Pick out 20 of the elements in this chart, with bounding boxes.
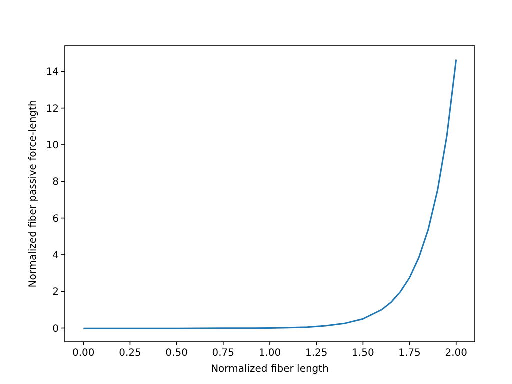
y-tick-label: 8 [52, 177, 59, 188]
y-tick-label: 10 [46, 140, 59, 152]
y-axis-title: Normalized fiber passive force-length [28, 100, 39, 288]
y-tick-label: 12 [46, 104, 59, 115]
y-tick-label: 0 [52, 324, 59, 335]
x-tick-label: 1.00 [258, 348, 282, 359]
y-tick-label: 2 [52, 287, 59, 298]
x-axis-title: Normalized fiber length [211, 364, 329, 375]
y-tick-label: 14 [46, 67, 59, 78]
x-tick-label: 2.00 [445, 348, 468, 359]
x-tick-label: 0.75 [212, 348, 235, 359]
line-series [82, 58, 458, 330]
y-tick-label: 4 [52, 250, 59, 262]
x-tick-label: 1.25 [305, 348, 328, 359]
y-tick-label: 6 [52, 214, 59, 225]
x-tick-label: 0.50 [166, 348, 188, 359]
x-tick-label: 1.75 [398, 348, 421, 359]
x-tick-label: 1.50 [352, 348, 374, 359]
x-tick-label: 0.00 [72, 348, 95, 359]
x-tick-label: 0.25 [119, 348, 142, 359]
